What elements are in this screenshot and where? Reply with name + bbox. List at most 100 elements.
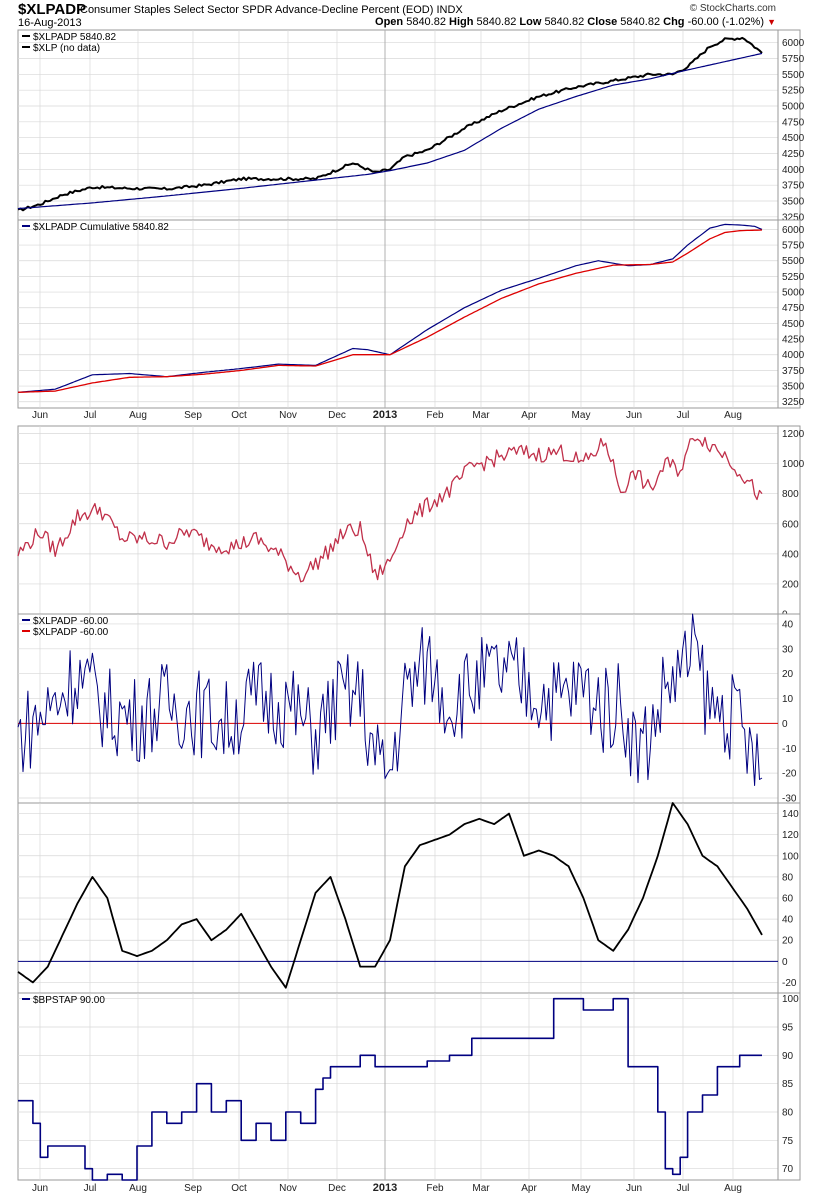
y-tick-label: 70 xyxy=(782,1164,794,1175)
x-tick-label: Aug xyxy=(724,410,742,421)
series-line-1 xyxy=(17,36,763,212)
x-tick-label: Jun xyxy=(32,1183,48,1194)
chart-panel-4: -30 -20 -10 0 10 20 30 40 $XLPADP -60.00$XLPADP … xyxy=(17,613,801,805)
y-tick-label: 800 xyxy=(782,489,799,500)
chart-panel-5: -20 0 20 40 60 80 100 120 140 xyxy=(17,802,801,994)
panel-frame xyxy=(17,425,801,615)
chg-value: -60.00 (-1.02%) xyxy=(687,16,765,28)
series-line-1 xyxy=(17,802,763,989)
y-tick-label: 6000 xyxy=(782,225,805,236)
down-arrow-icon: ▼ xyxy=(767,17,776,27)
y-tick-label: 100 xyxy=(782,994,799,1005)
x-tick-label: Jul xyxy=(677,1183,690,1194)
y-tick-label: 0 xyxy=(782,957,788,968)
y-tick-label: 3500 xyxy=(782,197,805,208)
y-tick-label: 0 xyxy=(782,719,788,730)
legend-label: $XLPADP -60.00 xyxy=(33,616,109,627)
y-tick-label: 40 xyxy=(782,619,794,630)
x-tick-label: Dec xyxy=(328,410,346,421)
chart-panel-1: 3250 3500 3750 4000 4250 4500 4750 5000 5250 5500… xyxy=(17,29,805,223)
source-credit[interactable]: © StockCharts.com xyxy=(689,3,776,14)
y-tick-label: 60 xyxy=(782,894,794,905)
exchange-text: INDX xyxy=(436,4,463,16)
x-tick-label: Nov xyxy=(279,410,297,421)
y-tick-label: 100 xyxy=(782,851,799,862)
chg-label: Chg xyxy=(663,16,685,28)
y-tick-label: -20 xyxy=(782,769,797,780)
x-tick-label: Aug xyxy=(129,410,147,421)
y-tick-label: 30 xyxy=(782,644,794,655)
y-tick-label: 20 xyxy=(782,669,794,680)
y-tick-label: 3500 xyxy=(782,382,805,393)
y-tick-label: 5500 xyxy=(782,70,805,81)
y-tick-label: 3750 xyxy=(782,181,805,192)
x-tick-label: 2013 xyxy=(373,1182,397,1194)
y-tick-label: 80 xyxy=(782,1108,794,1119)
y-tick-label: 75 xyxy=(782,1136,794,1147)
y-tick-label: 4000 xyxy=(782,350,805,361)
legend-label: $XLP (no data) xyxy=(33,43,100,54)
high-value: 5840.82 xyxy=(476,16,517,28)
x-tick-label: Jun xyxy=(626,410,642,421)
x-tick-label: Apr xyxy=(521,410,537,421)
y-tick-label: 80 xyxy=(782,872,794,883)
y-tick-label: 4750 xyxy=(782,117,805,128)
series-line-2 xyxy=(17,229,763,393)
panel-frame xyxy=(17,992,801,1181)
series-line-2 xyxy=(17,52,763,210)
chart-date: 16-Aug-2013 xyxy=(18,17,82,29)
x-tick-label: Oct xyxy=(231,1183,247,1194)
series-line-1 xyxy=(17,436,763,583)
y-tick-label: 600 xyxy=(782,519,799,530)
y-tick-label: 40 xyxy=(782,915,794,926)
legend-label: $XLPADP -60.00 xyxy=(33,627,109,638)
y-tick-label: 85 xyxy=(782,1079,794,1090)
y-tick-label: 10 xyxy=(782,694,794,705)
x-tick-label: Aug xyxy=(724,1183,742,1194)
legend-label: $BPSTAP 90.00 xyxy=(33,995,105,1006)
open-value: 5840.82 xyxy=(406,16,446,28)
low-label: Low xyxy=(519,16,542,28)
y-tick-label: 4500 xyxy=(782,133,805,144)
x-tick-label: Jul xyxy=(84,410,97,421)
y-tick-label: 3250 xyxy=(782,212,805,223)
legend-label: $XLPADP Cumulative 5840.82 xyxy=(33,222,169,233)
x-tick-label: Jun xyxy=(626,1183,642,1194)
ohlc-readout: Open 5840.82 High 5840.82 Low 5840.82 Cl… xyxy=(375,16,776,28)
y-tick-label: 5500 xyxy=(782,256,805,267)
x-tick-label: Mar xyxy=(472,410,490,421)
y-tick-label: 5000 xyxy=(782,288,805,299)
x-tick-label: 2013 xyxy=(373,409,397,421)
x-tick-label: Dec xyxy=(328,1183,346,1194)
y-tick-label: -30 xyxy=(782,794,797,805)
y-tick-label: 4750 xyxy=(782,303,805,314)
y-tick-label: 120 xyxy=(782,830,799,841)
x-tick-label: Sep xyxy=(184,410,202,421)
x-tick-label: Jun xyxy=(32,410,48,421)
x-tick-label: Oct xyxy=(231,410,247,421)
chart-panel-3: 020040060080010001200 xyxy=(17,425,805,621)
high-label: High xyxy=(449,16,474,28)
open-label: Open xyxy=(375,16,404,28)
y-tick-label: -10 xyxy=(782,744,797,755)
close-value: 5840.82 xyxy=(620,16,661,28)
low-value: 5840.82 xyxy=(544,16,585,28)
y-tick-label: 20 xyxy=(782,936,794,947)
x-tick-label: Apr xyxy=(521,1183,537,1194)
y-tick-label: 4500 xyxy=(782,319,805,330)
y-tick-label: 6000 xyxy=(782,38,805,49)
y-tick-label: 5750 xyxy=(782,54,805,65)
x-tick-label: Sep xyxy=(184,1183,202,1194)
y-tick-label: 140 xyxy=(782,809,799,820)
close-label: Close xyxy=(587,16,618,28)
y-tick-label: 200 xyxy=(782,579,799,590)
y-tick-label: 3250 xyxy=(782,397,805,408)
y-tick-label: 5250 xyxy=(782,272,805,283)
panel-frame xyxy=(17,613,801,804)
x-tick-label: Feb xyxy=(426,410,444,421)
y-tick-label: 90 xyxy=(782,1051,794,1062)
chart-header: $XLPADP Consumer Staples Select Sector S… xyxy=(0,0,820,30)
x-tick-label: May xyxy=(572,410,591,421)
y-tick-label: 5250 xyxy=(782,86,805,97)
